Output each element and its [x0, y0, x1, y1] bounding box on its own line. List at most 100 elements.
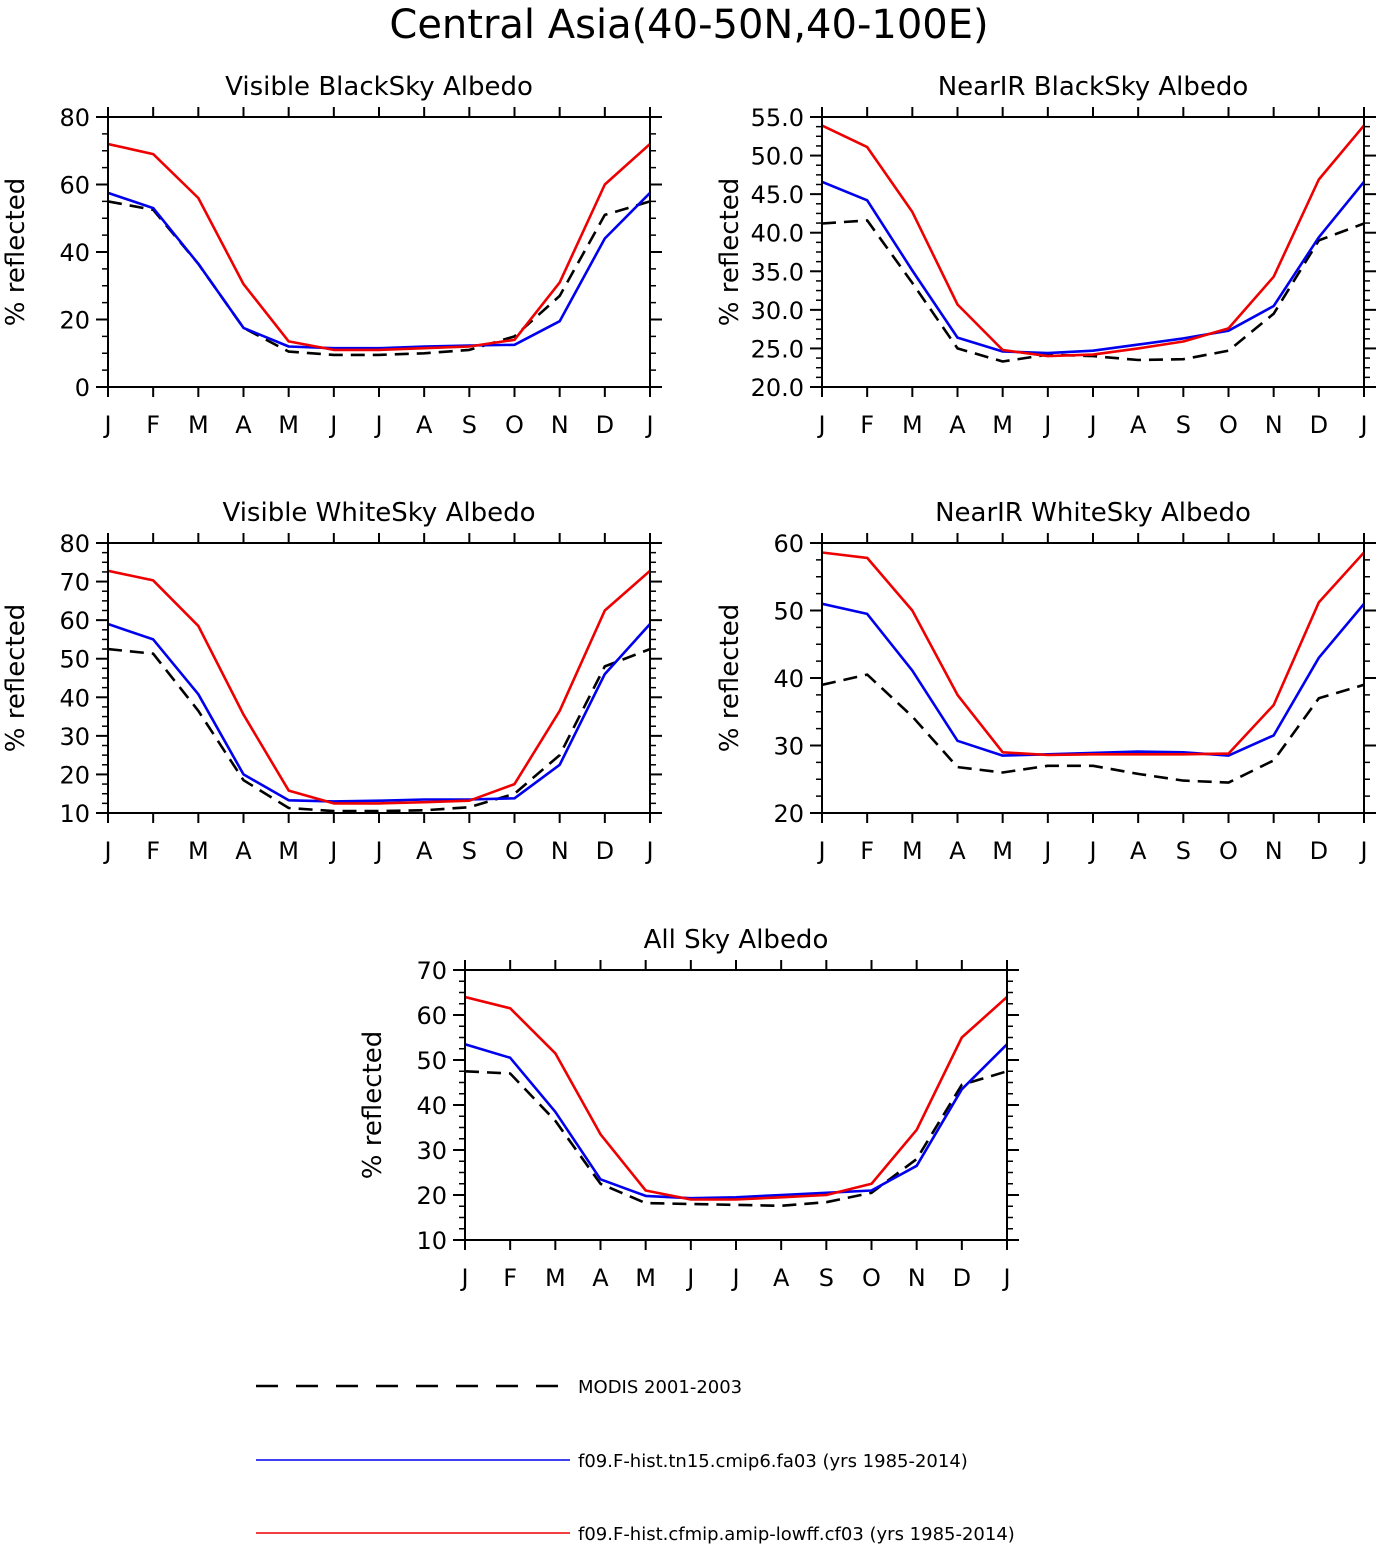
- y-tick-label: 60: [416, 1002, 447, 1030]
- x-tick-label: M: [992, 411, 1013, 439]
- x-tick-label: J: [1358, 837, 1367, 865]
- series-line-cfmip-cf03: [822, 124, 1364, 358]
- x-tick-label: J: [328, 411, 337, 439]
- x-tick-label: J: [102, 837, 111, 865]
- legend-label-2: f09.F-hist.tn15.cmip6.fa03 (yrs 1985-201…: [578, 1451, 968, 1472]
- series-line-cfmip-cf03: [822, 551, 1364, 757]
- y-axis-label: % reflected: [358, 1031, 388, 1179]
- x-tick-label: J: [1001, 1264, 1010, 1292]
- x-tick-label: J: [1358, 411, 1367, 439]
- x-tick-label: J: [644, 411, 653, 439]
- y-tick-label: 30: [59, 723, 90, 751]
- x-tick-label: J: [730, 1264, 739, 1292]
- y-tick-label: 45.0: [751, 181, 804, 209]
- x-tick-label: D: [596, 837, 614, 865]
- panel-title: All Sky Albedo: [644, 925, 829, 955]
- y-tick-label: 25.0: [751, 335, 804, 363]
- x-tick-label: A: [235, 411, 252, 439]
- x-tick-label: M: [278, 411, 299, 439]
- x-tick-label: F: [860, 837, 874, 865]
- legend-label-3: f09.F-hist.cfmip.amip-lowff.cf03 (yrs 19…: [578, 1524, 1015, 1544]
- x-tick-label: J: [373, 411, 382, 439]
- series-line-modis: [822, 219, 1364, 363]
- x-tick-label: D: [596, 411, 614, 439]
- y-tick-label: 30: [773, 733, 804, 761]
- y-tick-label: 80: [59, 530, 90, 558]
- series-group: [822, 124, 1364, 363]
- x-tick-label: S: [1176, 837, 1191, 865]
- series-group: [108, 569, 650, 813]
- x-tick-label: O: [1219, 411, 1238, 439]
- x-tick-label: A: [773, 1264, 790, 1292]
- x-tick-label: J: [1087, 837, 1096, 865]
- x-tick-label: J: [328, 837, 337, 865]
- x-tick-label: J: [685, 1264, 694, 1292]
- x-tick-label: A: [949, 411, 966, 439]
- x-tick-label: M: [278, 837, 299, 865]
- y-tick-label: 70: [416, 957, 447, 985]
- plot-frame: [821, 116, 1365, 388]
- y-tick-label: 70: [59, 569, 90, 597]
- x-tick-label: A: [1130, 411, 1147, 439]
- y-tick-label: 20: [59, 761, 90, 789]
- y-tick-label: 30.0: [751, 297, 804, 325]
- plot-frame: [821, 542, 1365, 814]
- series-line-cmip6-fa03: [108, 622, 650, 803]
- y-tick-label: 10: [59, 800, 90, 828]
- y-tick-label: 20: [416, 1182, 447, 1210]
- series-line-cmip6-fa03: [465, 1043, 1007, 1200]
- x-tick-label: O: [505, 837, 524, 865]
- y-axis-label: % reflected: [715, 178, 745, 326]
- x-tick-label: M: [992, 837, 1013, 865]
- x-tick-label: M: [188, 411, 209, 439]
- panel-title: Visible WhiteSky Albedo: [222, 498, 535, 528]
- x-tick-label: O: [1219, 837, 1238, 865]
- legend: MODIS 2001-2003 f09.F-hist.tn15.cmip6.fa0…: [256, 1377, 1015, 1544]
- x-tick-label: A: [1130, 837, 1147, 865]
- x-tick-label: S: [819, 1264, 834, 1292]
- y-tick-label: 40: [416, 1092, 447, 1120]
- x-tick-label: S: [462, 837, 477, 865]
- y-tick-label: 60: [59, 607, 90, 635]
- x-tick-label: J: [1042, 411, 1051, 439]
- x-tick-label: F: [146, 837, 160, 865]
- x-tick-label: A: [235, 837, 252, 865]
- y-tick-label: 40: [59, 239, 90, 267]
- series-group: [822, 551, 1364, 784]
- x-tick-label: J: [816, 837, 825, 865]
- x-tick-label: N: [551, 837, 569, 865]
- x-tick-label: M: [188, 837, 209, 865]
- x-tick-label: A: [949, 837, 966, 865]
- x-tick-label: J: [816, 411, 825, 439]
- y-tick-label: 60: [773, 530, 804, 558]
- x-tick-label: D: [1310, 837, 1328, 865]
- x-tick-label: M: [635, 1264, 656, 1292]
- x-tick-label: J: [373, 837, 382, 865]
- x-tick-label: M: [902, 411, 923, 439]
- x-tick-label: N: [908, 1264, 926, 1292]
- y-tick-label: 0: [75, 374, 90, 402]
- y-tick-label: 40.0: [751, 220, 804, 248]
- panel-title: Visible BlackSky Albedo: [225, 72, 533, 102]
- y-tick-label: 20: [59, 307, 90, 335]
- x-tick-label: J: [644, 837, 653, 865]
- x-tick-label: D: [953, 1264, 971, 1292]
- y-tick-label: 60: [59, 172, 90, 200]
- panel-title: NearIR WhiteSky Albedo: [935, 498, 1251, 528]
- series-line-modis: [108, 647, 650, 813]
- y-tick-label: 50: [773, 598, 804, 626]
- y-tick-label: 20.0: [751, 374, 804, 402]
- figure-title: Central Asia(40-50N,40-100E): [389, 2, 988, 48]
- x-tick-label: A: [592, 1264, 609, 1292]
- y-tick-label: 80: [59, 104, 90, 132]
- x-tick-label: F: [146, 411, 160, 439]
- x-tick-label: S: [1176, 411, 1191, 439]
- series-line-cfmip-cf03: [108, 142, 650, 352]
- x-tick-label: N: [551, 411, 569, 439]
- y-axis-label: % reflected: [1, 178, 31, 326]
- y-axis-label: % reflected: [1, 604, 31, 752]
